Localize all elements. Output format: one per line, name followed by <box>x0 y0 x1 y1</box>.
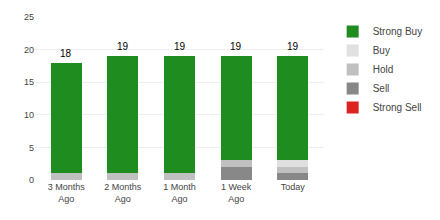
svg-text:19: 19 <box>230 41 242 52</box>
svg-text:5: 5 <box>29 143 34 153</box>
svg-text:Sell: Sell <box>373 83 390 94</box>
svg-text:1 WeekAgo: 1 WeekAgo <box>221 182 252 204</box>
svg-text:0: 0 <box>29 175 34 185</box>
svg-text:19: 19 <box>287 41 299 52</box>
svg-text:25: 25 <box>24 12 34 22</box>
svg-text:19: 19 <box>117 41 129 52</box>
svg-text:18: 18 <box>60 48 72 59</box>
svg-text:10: 10 <box>24 110 34 120</box>
svg-text:19: 19 <box>174 41 186 52</box>
svg-text:Strong Buy: Strong Buy <box>373 26 422 37</box>
svg-text:15: 15 <box>24 77 34 87</box>
svg-text:20: 20 <box>24 45 34 55</box>
svg-text:3 MonthsAgo: 3 MonthsAgo <box>48 182 86 204</box>
svg-text:Today: Today <box>281 182 306 192</box>
svg-text:2 MonthsAgo: 2 MonthsAgo <box>104 182 142 204</box>
svg-text:Hold: Hold <box>373 64 394 75</box>
svg-text:1 MonthAgo: 1 MonthAgo <box>163 182 196 204</box>
svg-text:Strong Sell: Strong Sell <box>373 102 422 113</box>
svg-text:Buy: Buy <box>373 45 390 56</box>
